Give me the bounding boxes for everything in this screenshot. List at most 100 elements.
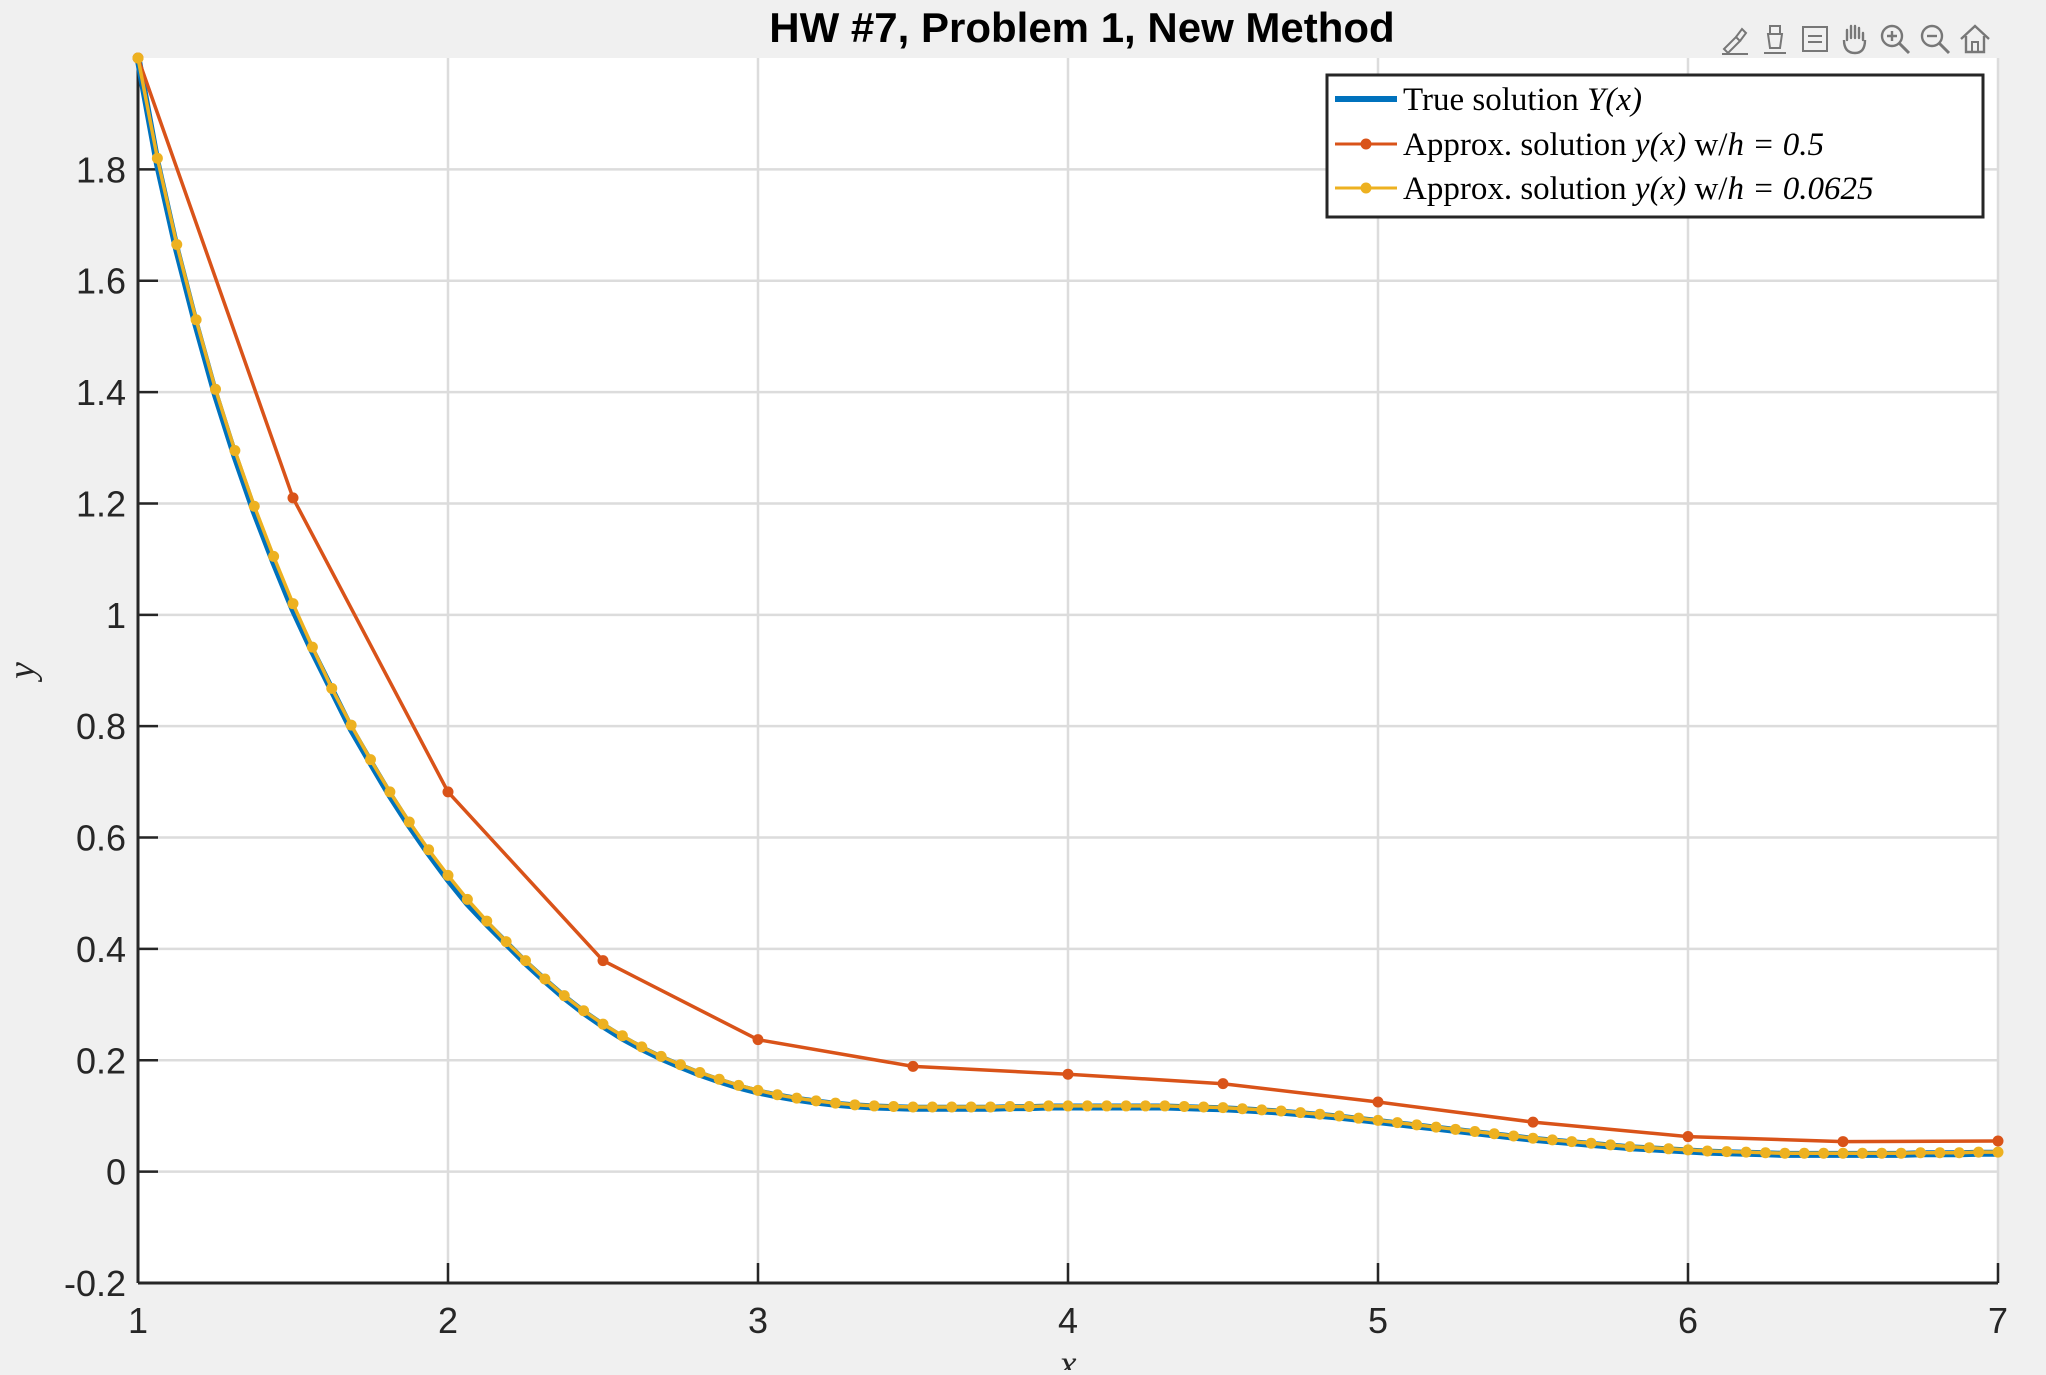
data-point (1062, 1068, 1074, 1080)
data-point (655, 1050, 667, 1062)
data-point (1992, 1146, 2004, 1158)
data-point (1120, 1100, 1132, 1112)
data-point (597, 1018, 609, 1030)
y-tick-label: 0 (106, 1152, 126, 1193)
data-point (791, 1092, 803, 1104)
data-point (1856, 1147, 1868, 1159)
data-point (985, 1101, 996, 1113)
datatip-icon[interactable] (1796, 20, 1834, 58)
data-point (442, 869, 454, 881)
chart-title: HW #7, Problem 1, New Method (769, 4, 1394, 51)
data-point (1198, 1101, 1210, 1113)
zoom-in-icon[interactable] (1876, 20, 1914, 58)
data-point (1527, 1132, 1539, 1144)
data-point (1585, 1137, 1597, 1149)
legend-text: w/ (1686, 171, 1728, 207)
data-point (733, 1079, 745, 1091)
data-point (210, 383, 221, 395)
y-tick-label: 0.8 (76, 706, 126, 747)
data-point (423, 844, 435, 856)
home-icon[interactable] (1956, 20, 1994, 58)
data-point (1624, 1141, 1636, 1153)
data-point (1876, 1147, 1888, 1159)
legend-math: h = 0.0625 (1727, 171, 1873, 207)
data-point (1217, 1102, 1229, 1114)
data-point (810, 1095, 822, 1107)
data-point (926, 1101, 938, 1113)
data-point (1314, 1108, 1326, 1120)
data-point (1391, 1117, 1403, 1129)
data-point (713, 1073, 725, 1085)
data-point (1682, 1131, 1694, 1143)
y-tick-label: 1.4 (76, 372, 126, 413)
data-point (520, 955, 531, 967)
data-point (1353, 1112, 1365, 1124)
data-point (752, 1084, 764, 1096)
data-point (946, 1101, 958, 1113)
data-point (287, 598, 299, 610)
data-point (1682, 1144, 1694, 1156)
data-point (694, 1067, 706, 1079)
data-point (1605, 1139, 1616, 1151)
data-point (1546, 1134, 1558, 1146)
data-point (132, 52, 144, 64)
data-point (1178, 1100, 1190, 1112)
data-point (1508, 1130, 1520, 1142)
data-point (171, 239, 183, 251)
data-point (461, 893, 473, 905)
x-axis-label: x (1059, 1343, 1077, 1370)
data-point (1043, 1100, 1055, 1112)
data-point (481, 915, 493, 927)
legend-math: Y(x) (1587, 82, 1642, 118)
data-point (326, 682, 338, 694)
series-2 (132, 52, 2004, 1148)
data-point (268, 550, 280, 562)
data-tips-icon[interactable] (1756, 20, 1794, 58)
data-point (868, 1100, 880, 1112)
data-point (442, 786, 454, 798)
data-point (558, 990, 570, 1002)
data-point (578, 1005, 590, 1017)
data-point (1953, 1147, 1965, 1159)
data-point (965, 1101, 977, 1113)
data-point (384, 786, 396, 798)
data-point (1081, 1100, 1093, 1112)
data-point (1721, 1146, 1733, 1158)
data-point (403, 816, 415, 828)
legend-entry-text: True solution Y(x) (1403, 82, 1642, 118)
data-point (1915, 1147, 1926, 1159)
data-point (287, 492, 299, 504)
data-point (1140, 1100, 1151, 1112)
data-point (1837, 1147, 1849, 1159)
data-point (1837, 1136, 1849, 1148)
data-point (248, 500, 260, 512)
y-tick-label: 1 (106, 595, 126, 636)
x-tick-label: 7 (1988, 1300, 2008, 1341)
data-point (1779, 1147, 1791, 1159)
data-point (1159, 1100, 1171, 1112)
data-point (306, 641, 318, 653)
zoom-out-icon[interactable] (1916, 20, 1954, 58)
legend-text: True solution (1403, 82, 1587, 118)
y-tick-label: 1.8 (76, 149, 126, 190)
x-tick-label: 4 (1058, 1300, 1078, 1341)
y-axis-label: y (1, 662, 43, 683)
data-point (151, 152, 163, 164)
y-tick-label: 1.6 (76, 261, 126, 302)
data-point (597, 955, 609, 967)
legend-math: y(x) (1632, 171, 1686, 207)
data-point (1295, 1107, 1306, 1119)
data-point (229, 445, 241, 457)
y-tick-label: 0.2 (76, 1040, 126, 1081)
x-tick-label: 3 (748, 1300, 768, 1341)
data-point (500, 936, 512, 948)
data-point (752, 1034, 764, 1046)
pan-hand-icon[interactable] (1836, 20, 1874, 58)
data-point (771, 1089, 783, 1101)
x-tick-label: 5 (1368, 1300, 1388, 1341)
series-3 (132, 52, 2004, 1159)
data-point (365, 754, 376, 766)
brush-icon[interactable] (1716, 20, 1754, 58)
